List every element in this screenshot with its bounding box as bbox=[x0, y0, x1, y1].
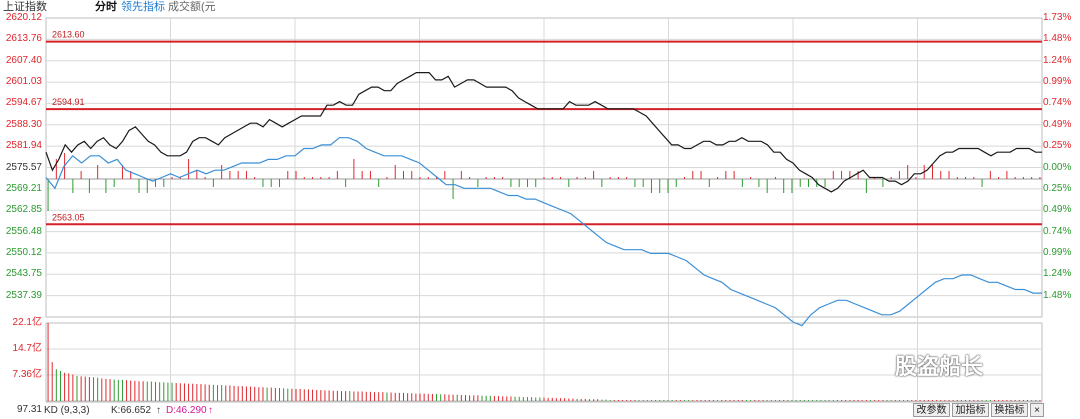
volume-axis-label: 97.31 bbox=[16, 404, 42, 415]
volume-axis-label: 22.1亿 bbox=[12, 317, 42, 328]
price-axis-label: 2537.39 bbox=[5, 289, 42, 301]
percent-axis-label: 0.49% bbox=[1043, 118, 1072, 130]
leading-indicator-line bbox=[45, 137, 1042, 327]
chart-grid bbox=[45, 17, 1043, 403]
price-level-label: 2613.60 bbox=[52, 30, 85, 40]
percent-axis-label: 1.73% bbox=[1043, 12, 1072, 23]
price-axis-label: 2607.40 bbox=[5, 54, 42, 66]
indicator-d-value: D:46.290 bbox=[166, 405, 207, 416]
k-arrow-icon: ↑ bbox=[156, 405, 161, 416]
percent-axis-label: 1.48% bbox=[1043, 33, 1072, 45]
price-line bbox=[45, 72, 1042, 193]
volume-axis-label: 7.36亿 bbox=[12, 369, 42, 380]
percent-axis-label: 1.24% bbox=[1043, 54, 1072, 66]
percent-axis-label: 0.00% bbox=[1043, 161, 1072, 173]
volume-bars bbox=[47, 323, 1041, 401]
index-name-label: 上证指数 bbox=[3, 1, 47, 13]
capital-flow-bars bbox=[47, 153, 1041, 212]
d-arrow-icon: ↑ bbox=[208, 405, 213, 416]
price-axis-label: 2613.76 bbox=[5, 33, 42, 45]
add-indicator-button[interactable]: 加指标 bbox=[952, 403, 989, 417]
price-axis-label: 2562.85 bbox=[5, 204, 42, 216]
price-axis-label: 2588.30 bbox=[5, 118, 42, 130]
percent-axis-label: 0.49% bbox=[1043, 204, 1072, 216]
price-axis-label: 2550.12 bbox=[5, 246, 42, 258]
percent-axis-label: 1.24% bbox=[1043, 268, 1072, 280]
close-icon[interactable]: × bbox=[1030, 403, 1044, 417]
price-axis-label: 2601.03 bbox=[5, 76, 42, 88]
percent-axis-label: 0.99% bbox=[1043, 76, 1072, 88]
indicator-name: KD (9,3,3) bbox=[44, 405, 90, 416]
price-axis-label: 2556.48 bbox=[5, 225, 42, 237]
price-axis-label: 2569.21 bbox=[5, 182, 42, 194]
price-axis-label: 2594.67 bbox=[5, 97, 42, 109]
switch-indicator-button[interactable]: 换指标 bbox=[991, 403, 1028, 417]
tab-turnover[interactable]: 成交额(元 bbox=[168, 1, 216, 13]
top-toolbar: 上证指数 分时 领先指标 成交额(元 bbox=[0, 0, 1080, 14]
percent-axis-label: 0.25% bbox=[1043, 140, 1072, 152]
price-lines bbox=[45, 72, 1042, 327]
watermark-logo: 股盗船长 bbox=[895, 354, 984, 379]
percent-axis-label: 1.48% bbox=[1043, 289, 1072, 301]
percent-axis-label: 0.74% bbox=[1043, 97, 1072, 109]
percent-axis-label: 0.25% bbox=[1043, 182, 1072, 194]
percent-axis-label: 0.74% bbox=[1043, 225, 1072, 237]
price-level-lines: 2613.60 2594.91 2563.05 bbox=[46, 30, 1042, 226]
percent-axis-label: 0.99% bbox=[1043, 246, 1072, 258]
tab-leading-indicator[interactable]: 领先指标 bbox=[121, 1, 165, 13]
volume-axis-label: 14.7亿 bbox=[12, 343, 42, 354]
price-axis-label: 2620.12 bbox=[5, 12, 42, 23]
edit-params-button[interactable]: 改参数 bbox=[913, 403, 950, 417]
price-axis-label: 2581.94 bbox=[5, 140, 42, 152]
price-axis-label: 2575.57 bbox=[5, 161, 42, 173]
indicator-k-value: K:66.652 bbox=[111, 405, 152, 416]
price-level-label: 2594.91 bbox=[52, 97, 85, 107]
price-axis-label: 2543.75 bbox=[5, 268, 42, 280]
tab-timeshare[interactable]: 分时 bbox=[95, 1, 117, 13]
price-level-label: 2563.05 bbox=[52, 212, 85, 222]
